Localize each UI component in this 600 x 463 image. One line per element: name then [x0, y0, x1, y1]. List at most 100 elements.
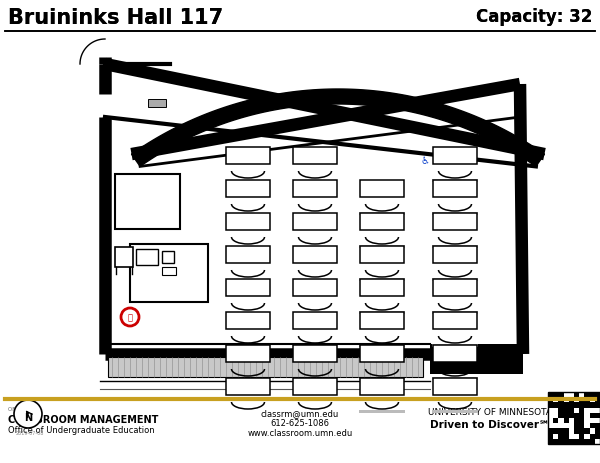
- Text: N: N: [24, 412, 32, 422]
- Bar: [432, 311, 478, 314]
- Bar: [432, 344, 478, 347]
- Bar: [359, 344, 405, 347]
- Bar: [226, 279, 270, 296]
- Bar: [226, 246, 270, 263]
- Bar: [115, 175, 180, 230]
- Bar: [563, 418, 569, 423]
- Text: www.classroom.umn.edu: www.classroom.umn.edu: [247, 428, 353, 437]
- Bar: [226, 313, 270, 329]
- Bar: [569, 423, 574, 428]
- Bar: [293, 279, 337, 296]
- Bar: [590, 418, 595, 423]
- Bar: [559, 397, 563, 402]
- Bar: [359, 377, 405, 380]
- Bar: [569, 428, 574, 434]
- Bar: [293, 345, 337, 362]
- Text: 📞: 📞: [128, 313, 133, 322]
- Bar: [563, 397, 569, 402]
- Bar: [553, 408, 559, 413]
- Bar: [595, 413, 600, 418]
- Bar: [548, 392, 553, 397]
- Polygon shape: [131, 90, 544, 167]
- Bar: [584, 392, 590, 397]
- Bar: [563, 423, 569, 428]
- Text: UNIVERSITY OF MINNESOTA: UNIVERSITY OF MINNESOTA: [428, 407, 552, 416]
- Bar: [548, 428, 553, 434]
- Bar: [548, 418, 553, 423]
- Bar: [569, 392, 574, 397]
- Bar: [579, 439, 584, 444]
- Bar: [293, 181, 337, 198]
- Bar: [595, 439, 600, 444]
- Text: Bruininks Hall 117: Bruininks Hall 117: [8, 8, 223, 28]
- Bar: [226, 148, 270, 165]
- Text: Bruininks Hall 117: Bruininks Hall 117: [8, 8, 223, 28]
- Bar: [433, 148, 477, 165]
- Bar: [584, 428, 590, 434]
- Bar: [579, 418, 584, 423]
- Bar: [579, 413, 584, 418]
- Text: Capacity: 32: Capacity: 32: [476, 8, 592, 26]
- Bar: [548, 397, 553, 402]
- Bar: [433, 246, 477, 263]
- Bar: [563, 434, 569, 439]
- Bar: [360, 213, 404, 231]
- Bar: [559, 423, 563, 428]
- Bar: [559, 428, 563, 434]
- Bar: [293, 213, 337, 231]
- Bar: [293, 246, 337, 263]
- Bar: [569, 402, 574, 408]
- Bar: [432, 410, 478, 413]
- Bar: [595, 434, 600, 439]
- Bar: [579, 392, 584, 397]
- Bar: [584, 408, 590, 413]
- Bar: [359, 245, 405, 249]
- Bar: [579, 434, 584, 439]
- Bar: [579, 423, 584, 428]
- Bar: [579, 408, 584, 413]
- Bar: [553, 397, 559, 402]
- Bar: [136, 250, 158, 265]
- Bar: [226, 181, 270, 198]
- Bar: [548, 408, 553, 413]
- Bar: [548, 402, 553, 408]
- Bar: [432, 278, 478, 282]
- Bar: [595, 423, 600, 428]
- Bar: [559, 434, 563, 439]
- Bar: [590, 408, 595, 413]
- Bar: [433, 345, 477, 362]
- Bar: [563, 408, 569, 413]
- Bar: [574, 408, 579, 413]
- Bar: [553, 418, 559, 423]
- Bar: [579, 397, 584, 402]
- Text: OFFICE OF: OFFICE OF: [8, 406, 37, 411]
- Bar: [226, 345, 270, 362]
- Bar: [569, 434, 574, 439]
- Bar: [553, 434, 559, 439]
- Bar: [433, 213, 477, 231]
- Bar: [433, 279, 477, 296]
- Bar: [433, 378, 477, 395]
- Bar: [574, 392, 579, 397]
- Bar: [595, 392, 600, 397]
- Bar: [293, 313, 337, 329]
- Bar: [584, 434, 590, 439]
- Bar: [360, 313, 404, 329]
- Bar: [432, 245, 478, 249]
- Bar: [432, 180, 478, 182]
- Bar: [360, 378, 404, 395]
- Bar: [584, 418, 590, 423]
- Bar: [360, 279, 404, 296]
- Bar: [553, 423, 559, 428]
- Bar: [590, 439, 595, 444]
- Text: 612-625-1086: 612-625-1086: [271, 418, 329, 427]
- Bar: [553, 392, 559, 397]
- Bar: [574, 439, 579, 444]
- Bar: [563, 428, 569, 434]
- Bar: [432, 377, 478, 380]
- Bar: [563, 439, 569, 444]
- Bar: [433, 313, 477, 329]
- Text: ♿: ♿: [421, 156, 430, 166]
- Bar: [359, 278, 405, 282]
- Bar: [590, 423, 595, 428]
